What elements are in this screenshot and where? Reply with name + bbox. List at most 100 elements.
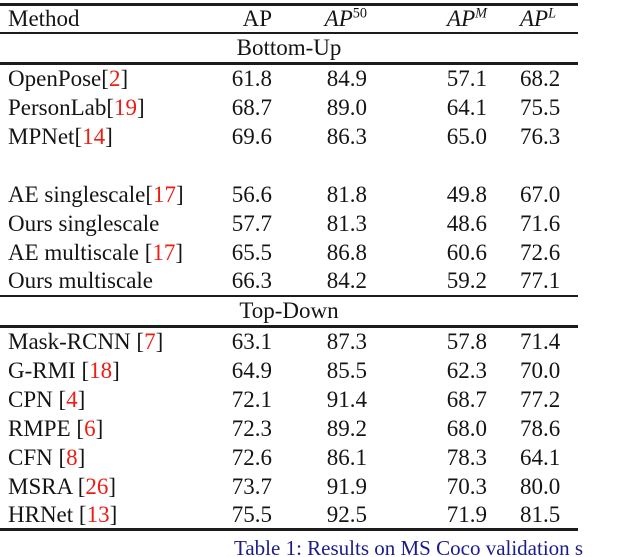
citation-link[interactable]: 13 — [86, 501, 110, 527]
method-name: MSRA — [8, 473, 78, 499]
table-row: MPNet[14] 69.6 86.3 65.0 76.3 — [0, 122, 578, 151]
citation-bracket-close: ] — [155, 329, 164, 355]
table-row: HRNet [13] 75.5 92.5 71.9 81.5 — [0, 501, 578, 530]
cell-value: 57.8 — [446, 329, 487, 355]
cell-method: Ours singlescale — [0, 209, 200, 238]
citation-bracket-close: ] — [112, 357, 120, 383]
cell-method: Ours multiscale — [0, 267, 200, 296]
cell-value: 68.7 — [446, 386, 487, 412]
citation-link[interactable]: 7 — [144, 329, 156, 355]
cell-value: 57.1 — [446, 66, 487, 92]
cell-value: 89.2 — [326, 415, 367, 441]
citation-bracket-open: [ — [77, 473, 86, 499]
cell-value: 61.8 — [231, 66, 272, 92]
header-apm-sup: M — [475, 5, 487, 22]
method-name: CPN — [8, 386, 59, 412]
cell-value: 63.1 — [231, 329, 272, 355]
citation-link[interactable]: 17 — [153, 181, 176, 207]
cell-value: 68.2 — [520, 66, 561, 92]
citation-bracket-open: [ — [145, 181, 153, 207]
spacer-row — [0, 151, 578, 180]
citation-link[interactable]: 26 — [85, 473, 109, 499]
citation-link[interactable]: 6 — [84, 415, 96, 441]
column-header-apl: APL — [520, 5, 578, 33]
cell-method: OpenPose[2] — [0, 64, 200, 93]
method-name: OpenPose — [8, 66, 102, 92]
citation-link[interactable]: 19 — [114, 94, 138, 120]
cell-value: 78.3 — [446, 444, 487, 470]
cell-value: 57.7 — [231, 210, 272, 236]
cell-value: 70.0 — [520, 357, 561, 383]
section-label: Top-Down — [239, 298, 339, 324]
citation-bracket-open: [ — [76, 415, 85, 441]
cell-method: RMPE [6] — [0, 414, 200, 443]
section-label: Bottom-Up — [236, 35, 342, 61]
section-row-bottom-up: Bottom-Up — [0, 32, 578, 64]
cell-method: PersonLab[19] — [0, 93, 200, 122]
column-header-ap50: AP50 — [295, 5, 395, 33]
cell-value: 75.5 — [231, 501, 272, 527]
citation-link[interactable]: 17 — [152, 239, 176, 265]
cell-method: CPN [4] — [0, 385, 200, 414]
method-name: AE singlescale — [8, 181, 146, 207]
cell-method: HRNet [13] — [0, 501, 200, 530]
cell-method: Mask-RCNN [7] — [0, 327, 200, 356]
spacer-cell — [0, 151, 578, 180]
method-name: HRNet — [8, 501, 79, 527]
cell-value: 49.8 — [446, 181, 487, 207]
citation-bracket-open: [ — [101, 66, 109, 92]
table-row: CPN [4] 72.1 91.4 68.7 77.2 — [0, 385, 578, 414]
table-row: Mask-RCNN [7] 63.1 87.3 57.8 71.4 — [0, 327, 578, 356]
citation-bracket-close: ] — [77, 444, 86, 470]
cell-method: G-RMI [18] — [0, 356, 200, 385]
citation-link[interactable]: 2 — [108, 66, 121, 92]
citation-bracket-open: [ — [136, 329, 145, 355]
cell-value: 71.4 — [520, 329, 561, 355]
column-header-ap: AP — [200, 5, 295, 33]
cell-value: 78.6 — [520, 415, 561, 441]
cell-value: 62.3 — [446, 357, 487, 383]
citation-link[interactable]: 18 — [89, 357, 113, 383]
table-header: Method AP AP50 APM APL — [0, 5, 578, 33]
cell-value: 89.0 — [326, 94, 367, 120]
column-header-method: Method — [8, 6, 80, 32]
cell-method: MPNet[14] — [0, 122, 200, 151]
cell-method: AE singlescale[17] — [0, 180, 200, 209]
cell-value: 81.5 — [520, 501, 561, 527]
cell-value: 91.9 — [326, 473, 367, 499]
cell-value: 77.2 — [520, 386, 561, 412]
citation-link[interactable]: 4 — [66, 386, 78, 412]
cell-value: 69.6 — [231, 123, 272, 149]
cell-value: 64.1 — [520, 444, 561, 470]
table-row: G-RMI [18] 64.9 85.5 62.3 70.0 — [0, 356, 578, 385]
citation-link[interactable]: 14 — [82, 123, 106, 149]
table-row: Ours singlescale 57.7 81.3 48.6 71.6 — [0, 209, 578, 238]
cell-value: 67.0 — [520, 181, 561, 207]
citation-link[interactable]: 8 — [66, 444, 78, 470]
table-caption: Table 1: Results on MS Coco validation s — [234, 536, 584, 557]
citation-bracket-open: [ — [81, 357, 90, 383]
cell-value: 64.1 — [446, 94, 487, 120]
cell-value: 48.6 — [446, 210, 487, 236]
citation-bracket-close: ] — [176, 181, 184, 207]
citation-bracket-open: [ — [58, 386, 67, 412]
table-row: PersonLab[19] 68.7 89.0 64.1 75.5 — [0, 93, 578, 122]
cell-value: 60.6 — [446, 239, 487, 265]
cell-value: 72.6 — [231, 444, 272, 470]
cell-value: 70.3 — [446, 473, 487, 499]
header-apm-text: AP — [447, 6, 476, 32]
cell-value: 86.1 — [326, 444, 367, 470]
cell-value: 72.3 — [231, 415, 272, 441]
table-row: OpenPose[2] 61.8 84.9 57.1 68.2 — [0, 64, 578, 93]
cell-value: 73.7 — [231, 473, 272, 499]
header-apl-text: AP — [520, 6, 549, 32]
header-row: Method AP AP50 APM APL — [0, 5, 578, 33]
cell-method: MSRA [26] — [0, 472, 200, 501]
cell-value: 77.1 — [520, 268, 561, 293]
cell-value: 66.3 — [231, 268, 272, 293]
header-ap-text: AP — [242, 6, 272, 32]
cell-value: 87.3 — [326, 329, 367, 355]
citation-bracket-open: [ — [58, 444, 67, 470]
cell-value: 65.0 — [446, 123, 487, 149]
cell-value: 86.3 — [326, 123, 367, 149]
